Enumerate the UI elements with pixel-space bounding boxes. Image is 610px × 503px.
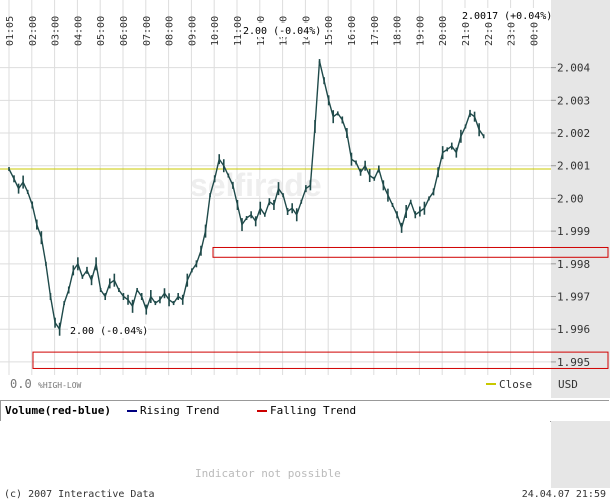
falling-trend-label: Falling Trend xyxy=(270,404,357,417)
y-tick-label: 1.998 xyxy=(557,258,590,271)
x-tick-label: 15:00 xyxy=(324,16,335,46)
max-label-bg xyxy=(241,23,321,37)
legend-strip xyxy=(0,375,551,398)
y-tick-label: 2.004 xyxy=(557,62,590,75)
x-tick-label: 01:05 xyxy=(5,16,16,46)
footer: (c) 2007 Interactive Data 24.04.07 21:59 xyxy=(0,488,610,503)
mode-label: %HIGH-LOW xyxy=(38,381,82,390)
rising-trend-label: Rising Trend xyxy=(140,404,220,417)
watermark: selfirade xyxy=(190,167,322,203)
y-tick-label: 1.995 xyxy=(557,356,590,369)
y-tick-label: 1.997 xyxy=(557,291,590,304)
y-tick-label: 1.996 xyxy=(557,323,590,336)
x-tick-label: 20:00 xyxy=(438,16,449,46)
indicator-title: Volume(red-blue) xyxy=(5,404,111,417)
y-tick-label: 2.001 xyxy=(557,160,590,173)
x-tick-label: 21:00 xyxy=(461,16,472,46)
y-axis-panel xyxy=(551,0,610,398)
y-tick-labels: 2.004 2.003 2.002 2.001 2.00 1.999 1.998 1.997 1… xyxy=(551,62,590,369)
x-tick-label: 19:00 xyxy=(415,16,426,46)
x-tick-label: 23:00 xyxy=(507,16,518,46)
max-label: 2.00 (-0.04%) xyxy=(243,26,321,37)
x-tick-label: 03:00 xyxy=(51,16,62,46)
trend-zone-high xyxy=(212,246,609,258)
x-tick-label: 08:00 xyxy=(165,16,176,46)
x-tick-label: 07:00 xyxy=(142,16,153,46)
y-tick-label: 2.003 xyxy=(557,94,590,107)
x-tick-label: 09:00 xyxy=(187,16,198,46)
x-tick-label: 02:00 xyxy=(28,16,39,46)
x-tick-label: 05:00 xyxy=(96,16,107,46)
volume-indicator-panel: Volume(red-blue) Rising Trend Falling Tr… xyxy=(0,400,610,488)
legend-strip-side xyxy=(551,375,610,398)
x-tick-label: 06:00 xyxy=(119,16,130,46)
y-tick-label: 2.00 xyxy=(557,192,584,205)
indicator-plot: Indicator not possible xyxy=(0,421,550,488)
indicator-axis-panel xyxy=(551,421,610,488)
x-tick-label: 11:00 xyxy=(233,16,244,46)
min-label: 2.00 (-0.04%) xyxy=(70,326,148,337)
close-legend-label: Close xyxy=(499,378,532,391)
timestamp: 24.04.07 21:59 xyxy=(521,489,606,500)
price-line xyxy=(8,60,485,331)
min-label-bg xyxy=(68,324,148,338)
x-tick-label: 16:00 xyxy=(347,16,358,46)
trend-zone-low xyxy=(32,351,609,369)
x-tick-label: 17:00 xyxy=(370,16,381,46)
currency-label: USD xyxy=(558,378,578,391)
scale-label: 0.0 xyxy=(10,377,32,391)
x-tick-label: 04:00 xyxy=(73,16,84,46)
x-tick-label: 10:00 xyxy=(210,16,221,46)
falling-trend-swatch xyxy=(257,410,267,412)
x-tick-label: 00:00 xyxy=(529,16,540,46)
last-label-bg xyxy=(460,8,550,22)
last-label: 2.0017 (+0.04%) xyxy=(462,11,552,22)
x-tick-label: 22:00 xyxy=(484,16,495,46)
copyright: (c) 2007 Interactive Data xyxy=(4,489,155,500)
rising-trend-swatch xyxy=(127,410,137,412)
x-tick-label: 18:00 xyxy=(393,16,404,46)
indicator-legend: Volume(red-blue) Rising Trend Falling Tr… xyxy=(0,400,609,422)
y-tick-label: 1.999 xyxy=(557,225,590,238)
y-tick-label: 2.002 xyxy=(557,127,590,140)
indicator-message: Indicator not possible xyxy=(195,467,341,480)
